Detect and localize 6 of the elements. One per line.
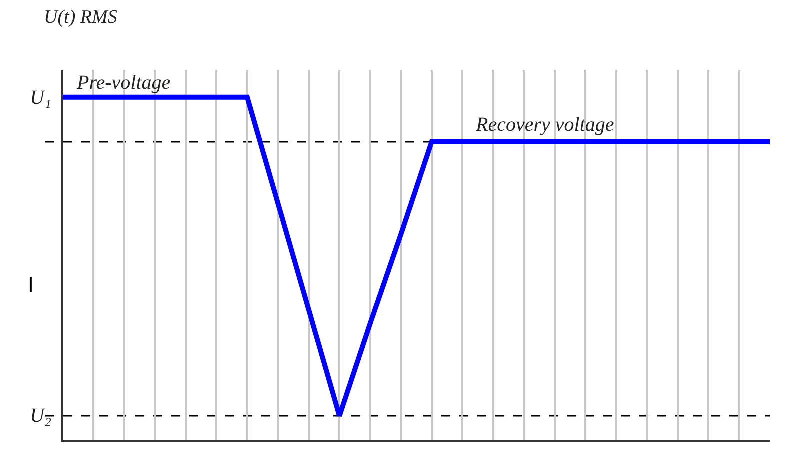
text: Pre-voltage xyxy=(76,72,171,94)
annotation: U₁ xyxy=(30,87,52,109)
y-axis-title: U(t) RMS xyxy=(44,7,118,28)
text: I xyxy=(28,273,34,297)
ref-line-label: U₂ xyxy=(30,405,52,427)
annotation: Recovery voltage xyxy=(475,114,614,136)
